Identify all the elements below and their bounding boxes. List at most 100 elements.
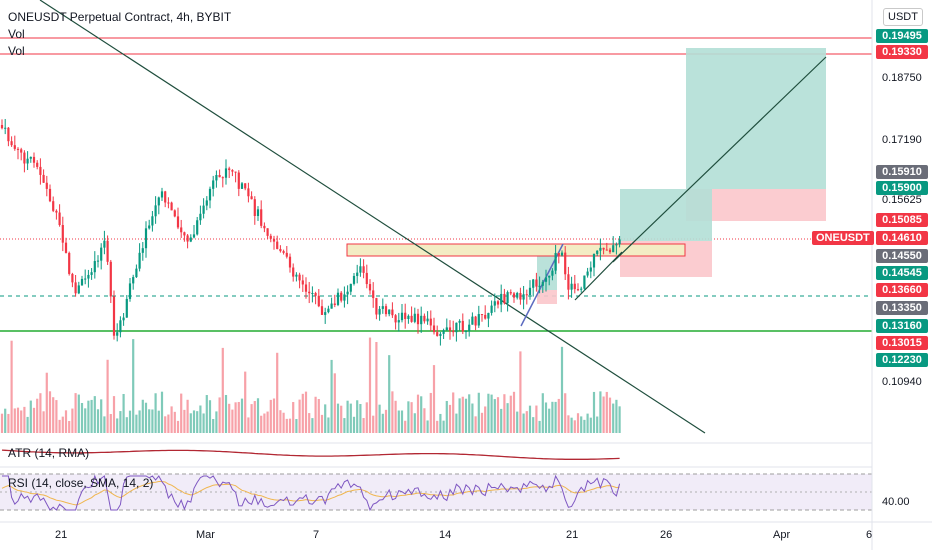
candle-body xyxy=(148,225,151,229)
currency-button[interactable]: USDT xyxy=(883,8,923,26)
volume-bar xyxy=(317,399,320,433)
downtrend-line[interactable] xyxy=(39,0,706,434)
volume-bar xyxy=(381,413,384,433)
candle-body xyxy=(87,274,90,279)
time-tick: Apr xyxy=(773,529,791,541)
candle-body xyxy=(490,305,493,313)
candle-body xyxy=(362,266,365,273)
candle-body xyxy=(404,312,407,320)
volume-bar xyxy=(77,394,80,433)
time-tick: 21 xyxy=(566,529,579,541)
volume-bar xyxy=(512,391,516,433)
volume-bar xyxy=(173,411,176,433)
candle-body xyxy=(221,177,224,179)
time-tick: 26 xyxy=(660,529,673,541)
uptrend-projection-line[interactable] xyxy=(612,56,827,263)
candle-body xyxy=(532,279,535,288)
volume-label-2[interactable]: Vol xyxy=(8,44,25,58)
atr-label[interactable]: ATR (14, RMA) xyxy=(8,446,90,460)
volume-bar xyxy=(522,413,525,433)
volume-bar xyxy=(199,405,202,433)
volume-bar xyxy=(365,402,368,433)
volume-bar xyxy=(330,359,333,433)
price-tick: 0.18750 xyxy=(882,72,922,84)
volume-bar xyxy=(375,341,378,433)
volume-bar xyxy=(106,359,109,433)
price-badge-13160: 0.13160 xyxy=(876,319,928,333)
volume-bar xyxy=(64,410,68,433)
candle-body xyxy=(84,278,87,280)
candle-body xyxy=(116,332,119,336)
volume-label-1[interactable]: Vol xyxy=(8,27,25,41)
candle-body xyxy=(266,228,269,236)
volume-bar xyxy=(224,394,228,433)
candle-body xyxy=(330,303,333,309)
candle-body xyxy=(247,188,250,197)
volume-bar xyxy=(573,420,576,433)
volume-bar xyxy=(484,406,487,433)
volume-bar xyxy=(324,404,327,433)
candle-body xyxy=(484,314,487,319)
volume-bar xyxy=(327,417,330,433)
candle-body xyxy=(36,162,39,167)
candle-body xyxy=(580,288,583,290)
time-tick: Mar xyxy=(196,529,215,541)
candle-body xyxy=(208,188,212,201)
candle-body xyxy=(468,324,471,332)
candle-body xyxy=(314,293,317,296)
volume-bar xyxy=(26,416,29,433)
volume-bar xyxy=(362,418,365,433)
volume-bar xyxy=(359,404,362,433)
candle-body xyxy=(394,315,397,323)
rsi-label[interactable]: RSI (14, close, SMA, 14, 2) xyxy=(8,476,154,490)
volume-series xyxy=(0,337,621,433)
profit-zone-large[interactable] xyxy=(686,48,826,189)
candle-body xyxy=(461,320,464,332)
volume-bar xyxy=(487,393,490,433)
candle-body xyxy=(48,188,52,202)
candle-body xyxy=(416,313,420,325)
volume-bar xyxy=(116,418,119,433)
volume-bar xyxy=(576,413,580,433)
volume-bar xyxy=(144,402,148,433)
volume-bar xyxy=(509,395,512,433)
price-badge-14550: 0.14550 xyxy=(876,249,928,263)
candle-body xyxy=(317,295,320,307)
volume-bar xyxy=(596,416,599,433)
volume-bar xyxy=(429,392,432,433)
short-uptrend-line[interactable] xyxy=(574,251,623,301)
loss-zone-mini[interactable] xyxy=(537,290,557,304)
volume-bar xyxy=(20,410,23,433)
resistance-zone[interactable] xyxy=(346,243,686,257)
candle-body xyxy=(0,125,4,129)
time-tick: 6 xyxy=(866,529,873,541)
candle-body xyxy=(573,283,576,290)
volume-bar xyxy=(13,408,16,433)
candle-body xyxy=(68,252,71,274)
volume-bar xyxy=(23,406,26,433)
profit-zone-small[interactable] xyxy=(620,189,712,241)
candle-body xyxy=(525,294,528,296)
volume-bar xyxy=(237,401,240,433)
volume-bar xyxy=(36,398,39,433)
volume-bar xyxy=(496,397,500,433)
chart-title[interactable]: ONEUSDT Perpetual Contract, 4h, BYBIT xyxy=(8,10,232,24)
candle-body xyxy=(103,240,106,248)
volume-bar xyxy=(541,393,544,433)
volume-bar xyxy=(308,413,311,433)
volume-bar xyxy=(516,411,519,433)
volume-bar xyxy=(525,411,528,433)
candle-body xyxy=(324,312,327,315)
volume-bar xyxy=(500,408,503,433)
candle-body xyxy=(493,301,496,306)
candle-body xyxy=(173,210,176,217)
volume-bar xyxy=(416,394,420,433)
candle-body xyxy=(391,309,394,316)
candle-body xyxy=(343,294,346,301)
volume-bar xyxy=(378,404,381,433)
volume-bar xyxy=(125,417,128,433)
volume-bar xyxy=(397,410,400,433)
volume-bar xyxy=(154,393,157,433)
time-tick: 14 xyxy=(439,529,452,541)
